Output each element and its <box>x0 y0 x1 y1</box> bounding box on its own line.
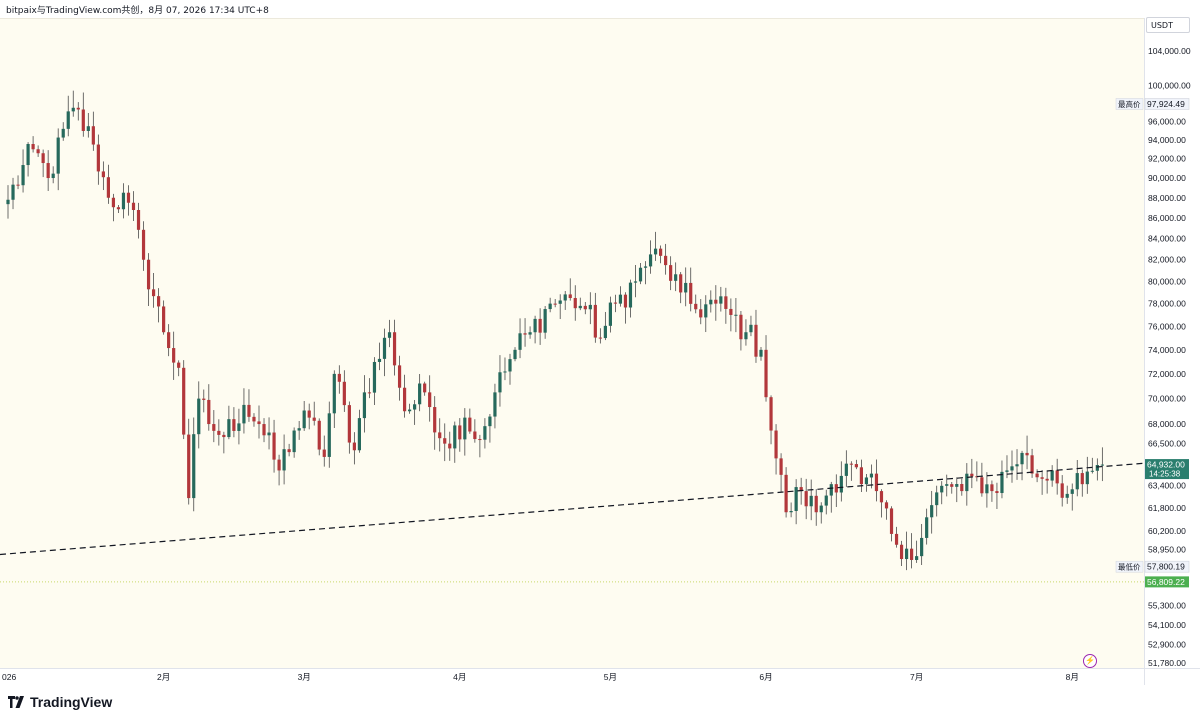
tradingview-logo-icon <box>8 696 24 708</box>
tradingview-logo-text: TradingView <box>30 694 113 710</box>
chart-plot-area[interactable] <box>0 18 1144 669</box>
axis-corner <box>1144 668 1200 685</box>
time-axis[interactable] <box>0 668 1144 685</box>
tradingview-logo[interactable]: TradingView <box>8 694 112 710</box>
chart-header-info: bitpaix与TradingView.com共创，8月 07, 2026 17… <box>6 6 269 16</box>
currency-label[interactable]: USDT <box>1146 17 1190 33</box>
price-axis[interactable] <box>1144 18 1200 668</box>
lightning-icon[interactable]: ⚡ <box>1083 654 1097 668</box>
